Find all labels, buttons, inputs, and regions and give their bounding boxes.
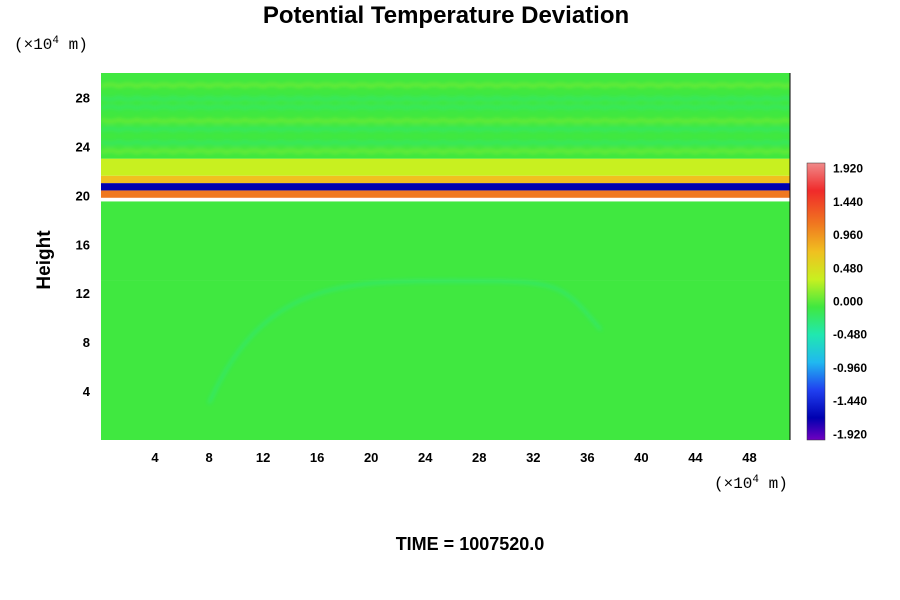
x-tick-label: 12 — [256, 450, 270, 465]
x-tick-label: 40 — [634, 450, 648, 465]
y-tick-label: 8 — [83, 335, 90, 350]
colorbar-tick-label: -0.960 — [833, 361, 867, 375]
field-band-3 — [101, 183, 790, 191]
colorbar-tick-label: -1.920 — [833, 427, 867, 441]
colorbar-tick-label: 1.440 — [833, 195, 863, 209]
heatmap-field — [101, 73, 790, 440]
x-tick-label: 48 — [742, 450, 756, 465]
x-tick-label: 32 — [526, 450, 540, 465]
field-band-4 — [101, 175, 790, 184]
y-tick-label: 4 — [83, 384, 91, 399]
field-band-5 — [101, 158, 790, 176]
colorbar-tick-label: 1.920 — [833, 162, 863, 176]
colorbar-tick-label: 0.960 — [833, 228, 863, 242]
y-tick-label: 12 — [76, 286, 90, 301]
colorbar-tick-label: 0.000 — [833, 295, 863, 309]
x-tick-label: 16 — [310, 450, 324, 465]
field-band-1 — [101, 201, 790, 281]
colorbar — [806, 162, 826, 441]
x-tick-label: 24 — [418, 450, 433, 465]
colorbar-tick-label: -0.480 — [833, 328, 867, 342]
x-tick-label: 8 — [205, 450, 212, 465]
time-annotation: TIME = 1007520.0 — [396, 534, 545, 554]
colorbar-tick-label: -1.440 — [833, 394, 867, 408]
y-tick-label: 24 — [76, 139, 91, 154]
x-tick-label: 28 — [472, 450, 486, 465]
y-tick-label: 16 — [76, 237, 90, 252]
colorbar-tick-label: 0.480 — [833, 261, 863, 275]
field-band-2 — [101, 190, 790, 198]
y-tick-label: 28 — [76, 90, 90, 105]
x-axis-unit: (×104 m) — [714, 474, 788, 493]
x-tick-label: 20 — [364, 450, 378, 465]
y-tick-label: 20 — [76, 188, 90, 203]
y-axis-unit: (×104 m) — [14, 35, 88, 54]
x-tick-label: 36 — [580, 450, 594, 465]
y-tick-labels: 4 8 12 16 20 24 28 — [76, 90, 91, 399]
y-axis-label: Height — [34, 230, 55, 290]
field-dome-outline — [208, 279, 602, 404]
colorbar-tick-labels: 1.920 1.440 0.960 0.480 0.000 -0.480 -0.960 -1.… — [833, 162, 867, 442]
x-tick-label: 4 — [151, 450, 159, 465]
x-tick-label: 44 — [688, 450, 703, 465]
x-tick-labels: 4 8 12 16 20 24 28 32 36 40 44 48 — [151, 450, 756, 465]
field-texture — [101, 83, 790, 154]
field-band-0 — [101, 280, 790, 440]
chart-title: Potential Temperature Deviation — [263, 2, 629, 29]
